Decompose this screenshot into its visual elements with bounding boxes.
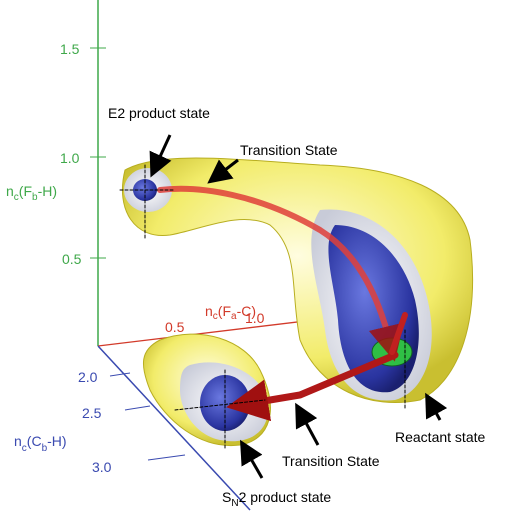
label-part: (F [19, 183, 32, 199]
z-tick-label: 1.0 [60, 150, 80, 166]
y-tick-label: 3.0 [92, 459, 112, 475]
y-axis-label: nc(Cb-H) [14, 433, 67, 454]
label-part: -H) [47, 433, 66, 449]
label-part: (C [27, 433, 42, 449]
annotation: SN2 product state [222, 489, 331, 509]
label-part: -H) [38, 183, 57, 199]
figure: 1.5 1.0 0.5 nc(Fb-H) nc(Fa-C) 0.5 1.0 2.… [0, 0, 514, 512]
annotation: Reactant state [395, 429, 485, 445]
label-part: S [222, 489, 231, 505]
x-tick-label: 1.0 [245, 310, 265, 326]
pointer [243, 445, 262, 478]
surfaces [122, 158, 472, 446]
y-tick-label: 2.0 [78, 369, 98, 385]
annotation: E2 product state [108, 105, 210, 121]
label-part: n [6, 183, 14, 199]
y-tick [148, 455, 185, 460]
label-part: N [231, 498, 238, 509]
label-part: n [14, 433, 22, 449]
label-part: n [205, 303, 213, 319]
y-tick-label: 2.5 [82, 405, 102, 421]
y-tick [110, 373, 130, 376]
pointer [428, 398, 440, 420]
annotation: Transition State [282, 453, 380, 469]
z-tick-label: 1.5 [60, 41, 80, 57]
y-tick [125, 406, 150, 410]
annotation: Transition State [240, 142, 338, 158]
z-axis-label: nc(Fb-H) [6, 183, 57, 203]
label-part: 2 product state [239, 489, 332, 505]
x-tick-label: 0.5 [165, 319, 185, 335]
label-part: (F [218, 303, 231, 319]
pointer [298, 408, 318, 445]
z-tick-label: 0.5 [62, 251, 82, 267]
